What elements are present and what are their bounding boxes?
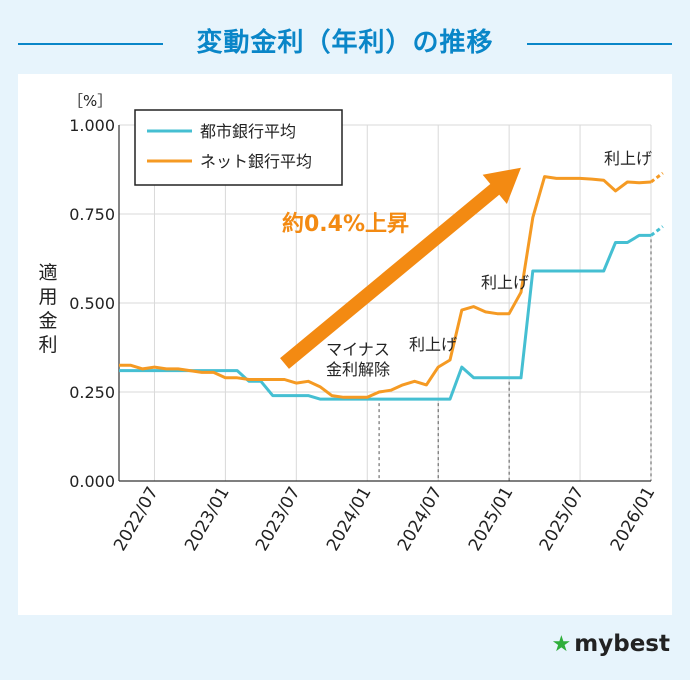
event-label: 利上げ <box>481 273 529 292</box>
y-tick-label: 1.000 <box>69 116 115 135</box>
brand-logo: ★ mybest <box>552 631 670 657</box>
title-rule-left <box>18 43 163 45</box>
series-line <box>119 233 651 401</box>
x-tick-label: 2022/07 <box>110 484 163 555</box>
brand-name: mybest <box>574 631 670 657</box>
legend-box <box>134 109 343 186</box>
event-label: マイナス金利解除 <box>326 340 390 379</box>
x-tick-label: 2025/07 <box>536 484 589 555</box>
event-label: 利上げ <box>604 149 652 168</box>
y-tick-label: 0.000 <box>69 472 115 491</box>
x-tick-label: 2025/01 <box>465 483 518 554</box>
page-title: 変動金利（年利）の推移 <box>196 28 494 58</box>
legend-label: ネット銀行平均 <box>200 152 312 171</box>
x-tick-label: 2023/07 <box>252 484 305 555</box>
rise-annotation: 約0.4%上昇 <box>282 211 409 237</box>
x-tick-label: 2024/07 <box>394 484 447 555</box>
series-line <box>119 175 652 399</box>
rise-arrow <box>280 167 521 369</box>
event-label: 利上げ <box>409 335 457 354</box>
header: 変動金利（年利）の推移 <box>0 0 690 80</box>
y-axis-title: 適用金利 <box>38 262 57 356</box>
x-tick-label: 2023/01 <box>181 484 234 555</box>
y-tick-label: 0.500 <box>69 294 115 313</box>
x-tick-label: 2024/01 <box>323 484 376 555</box>
title-rule-right <box>527 43 672 45</box>
legend-label: 都市銀行平均 <box>200 122 296 141</box>
y-tick-label: 0.750 <box>69 205 115 224</box>
series-projection <box>650 171 664 184</box>
series-projection <box>650 225 664 237</box>
y-tick-label: 0.250 <box>69 383 115 402</box>
star-icon: ★ <box>551 631 572 657</box>
y-unit-label: ［%］ <box>68 92 112 110</box>
chart-card: 0.000 0.250 0.500 0.750 1.000 ［%］ 適用金利 2022/07 2… <box>18 74 672 615</box>
x-tick-label: 2026/01 <box>607 484 660 555</box>
rate-chart: 0.000 0.250 0.500 0.750 1.000 ［%］ 適用金利 2022/07 2… <box>38 92 664 555</box>
